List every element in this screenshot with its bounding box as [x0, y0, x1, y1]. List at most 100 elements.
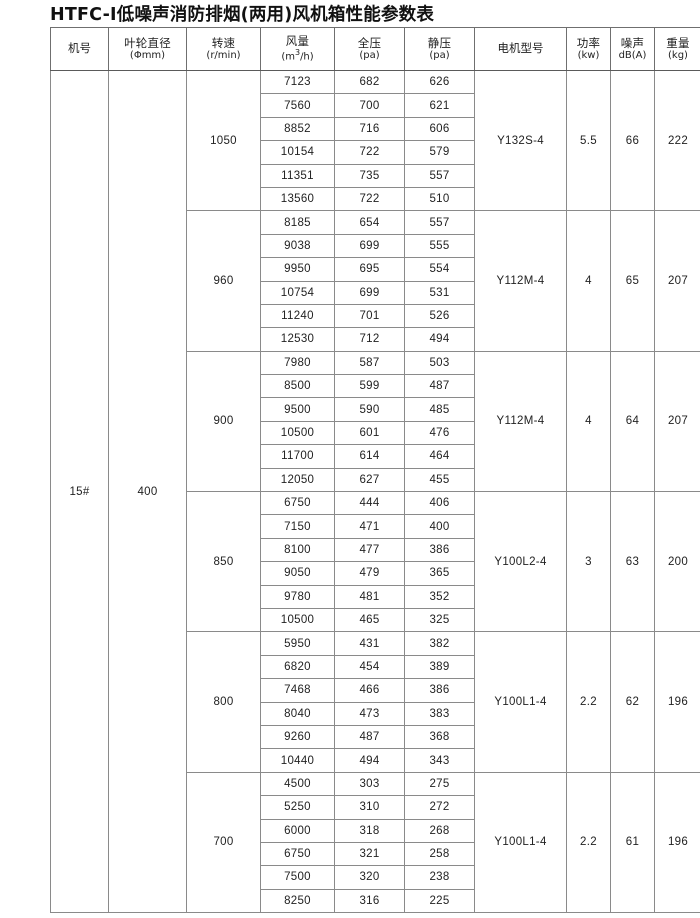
table-row: 15# 400 1050 7123 682 626 Y132S-4 5.5 66 222 — [50, 69, 700, 914]
cell-flow: 7560 — [260, 93, 335, 118]
cell-flow: 8500 — [260, 374, 335, 399]
cell-flow: 9050 — [260, 561, 335, 586]
table-row: 9780 481 352 — [51, 584, 700, 609]
cell-static-pressure: 494 — [404, 327, 475, 352]
table-row: 8100 477 386 — [51, 537, 700, 563]
cell-total-pressure: 318 — [334, 818, 405, 843]
cell-flow: 7123 — [260, 69, 335, 95]
cell-total-pressure: 444 — [334, 491, 405, 516]
cell-static-pressure: 275 — [404, 771, 475, 797]
table-row: 8250 316 225 — [51, 888, 700, 914]
col-header-air-volume: 风量 (m3/h) — [260, 27, 335, 71]
cell-static-pressure: 238 — [404, 865, 475, 890]
cell-static-pressure: 258 — [404, 841, 475, 867]
cell-static-pressure: 555 — [404, 233, 475, 259]
cell-total-pressure: 682 — [334, 69, 405, 95]
cell-flow: 4500 — [260, 771, 335, 797]
col-header-label: 重量 — [666, 35, 690, 50]
cell-total-pressure: 699 — [334, 233, 405, 259]
cell-static-pressure: 464 — [404, 444, 475, 469]
page-title: HTFC-I低噪声消防排烟(两用)风机箱性能参数表 — [50, 5, 435, 25]
table-row: 8500 599 487 — [51, 374, 700, 399]
cell-static-pressure: 325 — [404, 607, 475, 633]
cell-flow: 13560 — [260, 186, 335, 212]
table-row: 10500 465 325 — [51, 607, 700, 633]
cell-static-pressure: 476 — [404, 420, 475, 446]
cell-total-pressure: 722 — [334, 140, 405, 165]
col-header-unit: (kw) — [577, 49, 600, 61]
cell-total-pressure: 454 — [334, 654, 405, 680]
cell-static-pressure: 268 — [404, 818, 475, 843]
cell-static-pressure: 272 — [404, 795, 475, 820]
cell-static-pressure: 606 — [404, 116, 475, 142]
cell-total-pressure: 310 — [334, 795, 405, 820]
cell-motor-model: Y132S-4 — [474, 69, 567, 212]
cell-machine-no: 15# — [50, 69, 109, 914]
cell-total-pressure: 316 — [334, 888, 405, 914]
col-header-unit: (Φmm) — [129, 49, 166, 61]
cell-flow: 10440 — [260, 748, 335, 773]
cell-motor-model: Y112M-4 — [474, 350, 567, 493]
table-row: 6750 321 258 — [51, 841, 700, 867]
cell-rotation-speed: 1050 — [186, 69, 261, 212]
cell-total-pressure: 699 — [334, 280, 405, 305]
table-row: 6820 454 389 — [51, 654, 700, 680]
cell-static-pressure: 621 — [404, 93, 475, 118]
col-header-rotation-speed: 转速 (r/min) — [186, 27, 261, 71]
cell-static-pressure: 389 — [404, 654, 475, 680]
cell-total-pressure: 494 — [334, 748, 405, 773]
cell-total-pressure: 431 — [334, 631, 405, 656]
cell-flow: 10500 — [260, 420, 335, 446]
cell-total-pressure: 716 — [334, 116, 405, 142]
col-header-unit: dB(A) — [618, 49, 647, 61]
cell-static-pressure: 406 — [404, 491, 475, 516]
cell-total-pressure: 471 — [334, 514, 405, 539]
cell-weight: 207 — [654, 350, 700, 493]
cell-static-pressure: 400 — [404, 514, 475, 539]
table-row: 960 8185 654 557 Y112M-4 4 65 207 — [51, 210, 700, 352]
col-header-motor-model: 电机型号 — [474, 27, 567, 71]
cell-noise: 61 — [610, 771, 655, 914]
cell-total-pressure: 590 — [334, 397, 405, 422]
col-header-noise: 噪声 dB(A) — [610, 27, 655, 71]
col-header-total-pressure: 全压 (pa) — [334, 27, 405, 71]
table-row: 10754 699 531 — [51, 280, 700, 305]
cell-flow: 10754 — [260, 280, 335, 305]
cell-rotation-speed: 700 — [186, 771, 261, 914]
cell-weight: 222 — [654, 69, 700, 212]
cell-flow: 9950 — [260, 257, 335, 282]
table-row: 10500 601 476 — [51, 420, 700, 446]
table-header-row: 机号 叶轮直径 (Φmm) 转速 (r/min) 风量 (m3/h) 全压 (pa) 静压 (pa)… — [50, 27, 700, 71]
cell-total-pressure: 481 — [334, 584, 405, 609]
table-row: 7560 700 621 — [51, 93, 700, 118]
table-row: 9500 590 485 — [51, 397, 700, 422]
table-row: 7468 466 386 — [51, 678, 700, 703]
cell-power: 5.5 — [566, 69, 611, 212]
cell-static-pressure: 365 — [404, 561, 475, 586]
cell-static-pressure: 455 — [404, 467, 475, 493]
table-row: 12050 627 455 — [51, 467, 700, 493]
col-header-label: 全压 — [357, 35, 382, 50]
cell-static-pressure: 352 — [404, 584, 475, 609]
cell-flow: 7980 — [260, 350, 335, 376]
cell-static-pressure: 382 — [404, 631, 475, 656]
col-header-machine-no: 机号 — [50, 27, 109, 71]
cell-static-pressure: 557 — [404, 210, 475, 235]
cell-impeller-diameter: 400 — [108, 69, 187, 914]
col-header-unit: (m3/h) — [281, 48, 314, 63]
table-body: 15# 400 1050 7123 682 626 Y132S-4 5.5 66 222 7560 7… — [50, 69, 700, 914]
cell-flow: 7500 — [260, 865, 335, 890]
col-header-unit: (r/min) — [206, 49, 241, 61]
cell-static-pressure: 485 — [404, 397, 475, 422]
table-row: 10440 494 343 — [51, 748, 700, 773]
cell-flow: 9260 — [260, 724, 335, 750]
cell-power: 2.2 — [566, 631, 611, 773]
cell-motor-model: Y100L2-4 — [474, 491, 567, 633]
col-header-label: 静压 — [427, 35, 452, 50]
fan-performance-table: 机号 叶轮直径 (Φmm) 转速 (r/min) 风量 (m3/h) 全压 (pa) 静压 (pa)… — [50, 27, 700, 914]
table-row: 900 7980 587 503 Y112M-4 4 64 207 — [51, 350, 700, 493]
cell-static-pressure: 626 — [404, 69, 475, 95]
cell-static-pressure: 554 — [404, 257, 475, 282]
cell-noise: 62 — [610, 631, 655, 773]
cell-static-pressure: 579 — [404, 140, 475, 165]
